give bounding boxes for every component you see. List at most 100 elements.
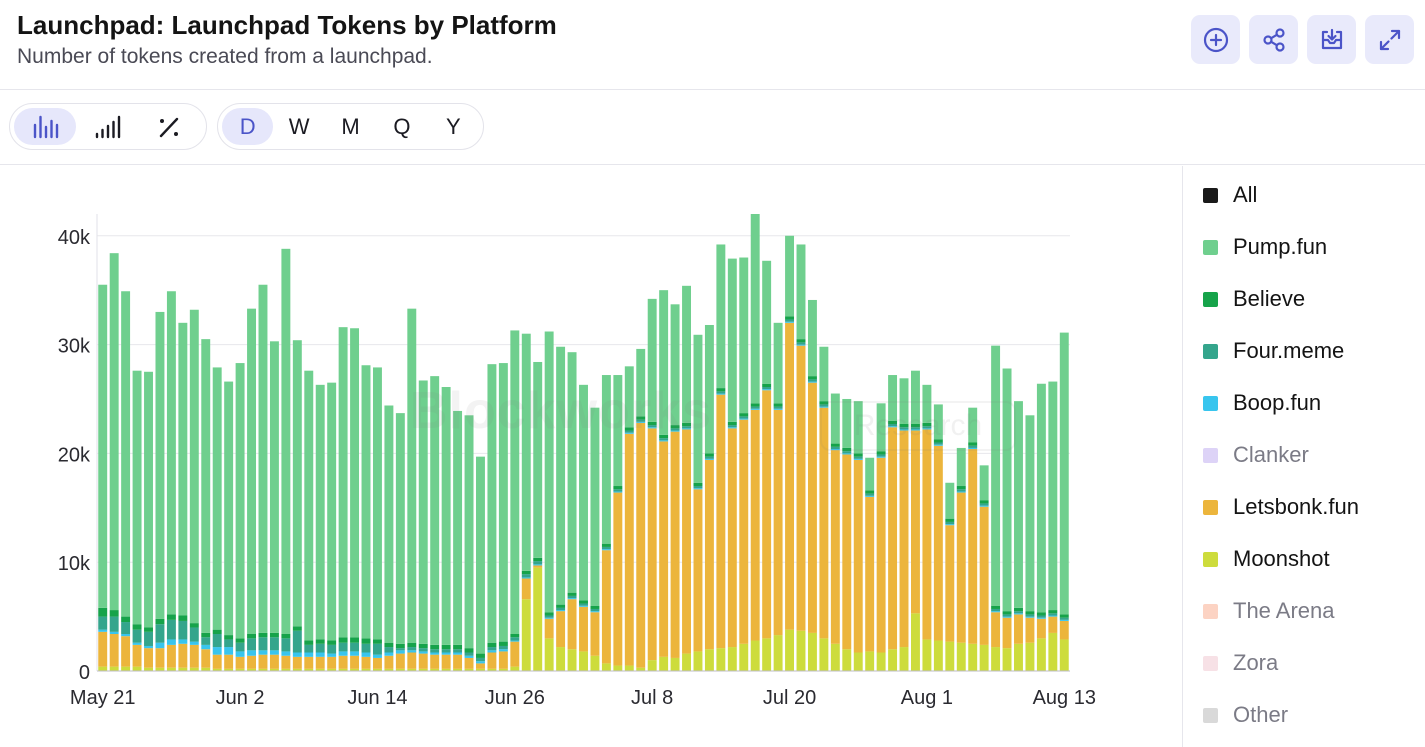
bar-segment-pump-fun[interactable] xyxy=(613,375,623,487)
bar-segment-believe[interactable] xyxy=(292,626,302,631)
bar-stack[interactable] xyxy=(1059,332,1069,671)
bar-segment-boop-fun[interactable] xyxy=(533,564,543,566)
bar-segment-moonshot[interactable] xyxy=(281,668,291,671)
bar-segment-letsbonk-fun[interactable] xyxy=(464,657,474,669)
bar-segment-believe[interactable] xyxy=(762,383,772,387)
bar-stack[interactable] xyxy=(441,387,451,671)
bar-segment-boop-fun[interactable] xyxy=(453,652,463,655)
bar-segment-letsbonk-fun[interactable] xyxy=(384,655,394,669)
bar-segment-moonshot[interactable] xyxy=(693,651,703,671)
bar-segment-believe[interactable] xyxy=(464,648,474,653)
bar-stack[interactable] xyxy=(384,405,394,672)
bar-segment-letsbonk-fun[interactable] xyxy=(670,431,680,658)
bar-segment-four-meme[interactable] xyxy=(166,619,176,640)
bar-segment-pump-fun[interactable] xyxy=(704,324,714,454)
bar-segment-letsbonk-fun[interactable] xyxy=(1059,620,1069,640)
bar-segment-four-meme[interactable] xyxy=(327,644,337,654)
bar-segment-letsbonk-fun[interactable] xyxy=(991,612,1001,648)
bar-segment-four-meme[interactable] xyxy=(647,425,657,428)
bar-segment-boop-fun[interactable] xyxy=(716,393,726,395)
bar-segment-boop-fun[interactable] xyxy=(109,631,119,635)
bar-segment-boop-fun[interactable] xyxy=(556,610,566,612)
bar-segment-moonshot[interactable] xyxy=(121,666,131,671)
bar-segment-boop-fun[interactable] xyxy=(1059,619,1069,621)
bar-segment-believe[interactable] xyxy=(1048,610,1058,614)
bar-segment-letsbonk-fun[interactable] xyxy=(144,648,153,668)
bar-segment-believe[interactable] xyxy=(693,482,703,487)
bar-stack[interactable] xyxy=(292,340,302,671)
bar-segment-boop-fun[interactable] xyxy=(487,650,497,653)
bar-segment-moonshot[interactable] xyxy=(178,667,188,671)
share-button[interactable] xyxy=(1249,15,1298,64)
bar-segment-four-meme[interactable] xyxy=(807,379,817,382)
bar-segment-pump-fun[interactable] xyxy=(899,378,909,424)
bar-segment-letsbonk-fun[interactable] xyxy=(613,492,623,666)
bar-stack[interactable] xyxy=(533,361,543,671)
bar-segment-four-meme[interactable] xyxy=(762,387,772,390)
bar-segment-believe[interactable] xyxy=(842,447,852,452)
bar-segment-boop-fun[interactable] xyxy=(865,495,875,497)
bar-stack[interactable] xyxy=(350,328,360,671)
bar-segment-boop-fun[interactable] xyxy=(464,655,474,658)
bar-chart-button[interactable] xyxy=(14,108,76,145)
bar-segment-boop-fun[interactable] xyxy=(498,649,508,652)
bar-segment-boop-fun[interactable] xyxy=(567,598,577,600)
bar-segment-pump-fun[interactable] xyxy=(372,367,382,640)
bar-segment-moonshot[interactable] xyxy=(315,668,325,671)
bar-segment-believe[interactable] xyxy=(361,638,371,644)
bar-segment-believe[interactable] xyxy=(201,632,211,638)
bar-segment-boop-fun[interactable] xyxy=(796,344,806,346)
bar-segment-four-meme[interactable] xyxy=(727,425,737,428)
bar-stack[interactable] xyxy=(98,284,108,671)
bar-segment-believe[interactable] xyxy=(498,641,508,646)
bar-stack[interactable] xyxy=(979,465,989,671)
bar-segment-pump-fun[interactable] xyxy=(601,375,611,544)
bar-segment-believe[interactable] xyxy=(247,634,256,639)
bar-segment-four-meme[interactable] xyxy=(315,643,325,653)
bar-stack[interactable] xyxy=(269,341,279,671)
bar-segment-letsbonk-fun[interactable] xyxy=(189,644,199,668)
signal-bars-button[interactable] xyxy=(76,108,138,145)
bar-segment-moonshot[interactable] xyxy=(418,668,428,671)
period-m-button[interactable]: M xyxy=(341,113,360,139)
bar-segment-boop-fun[interactable] xyxy=(807,381,817,383)
bar-segment-four-meme[interactable] xyxy=(212,634,222,648)
bar-segment-pump-fun[interactable] xyxy=(350,328,360,638)
bar-segment-believe[interactable] xyxy=(1059,614,1069,618)
bar-segment-pump-fun[interactable] xyxy=(292,340,302,627)
bar-segment-moonshot[interactable] xyxy=(1002,648,1012,671)
bar-segment-letsbonk-fun[interactable] xyxy=(876,457,886,653)
bar-segment-boop-fun[interactable] xyxy=(292,652,302,657)
bar-segment-moonshot[interactable] xyxy=(212,668,222,671)
bar-segment-believe[interactable] xyxy=(865,490,875,494)
bar-segment-four-meme[interactable] xyxy=(510,637,520,641)
bar-segment-pump-fun[interactable] xyxy=(579,384,588,601)
legend-item-moonshot[interactable]: Moonshot xyxy=(1203,544,1330,574)
bar-segment-letsbonk-fun[interactable] xyxy=(624,433,634,666)
bar-stack[interactable] xyxy=(132,370,142,671)
bar-stack[interactable] xyxy=(922,384,932,671)
bar-segment-letsbonk-fun[interactable] xyxy=(567,599,577,650)
bar-segment-pump-fun[interactable] xyxy=(682,285,691,423)
bar-segment-pump-fun[interactable] xyxy=(590,407,600,606)
legend-item-zora[interactable]: Zora xyxy=(1203,648,1278,678)
bar-segment-boop-fun[interactable] xyxy=(956,491,966,493)
bar-stack[interactable] xyxy=(521,333,531,671)
bar-segment-boop-fun[interactable] xyxy=(922,428,932,430)
bar-segment-four-meme[interactable] xyxy=(1059,617,1069,620)
bar-segment-believe[interactable] xyxy=(476,653,485,658)
bar-segment-believe[interactable] xyxy=(945,518,955,522)
bar-segment-four-meme[interactable] xyxy=(579,603,588,606)
bar-stack[interactable] xyxy=(693,334,703,671)
bar-segment-boop-fun[interactable] xyxy=(704,458,714,460)
bar-stack[interactable] xyxy=(338,327,348,671)
bar-segment-moonshot[interactable] xyxy=(601,663,611,671)
bar-stack[interactable] xyxy=(636,348,646,671)
bar-stack[interactable] xyxy=(945,482,955,671)
bar-segment-pump-fun[interactable] xyxy=(189,309,199,624)
bar-segment-pump-fun[interactable] xyxy=(315,384,325,640)
bar-segment-letsbonk-fun[interactable] xyxy=(418,653,428,669)
bar-segment-pump-fun[interactable] xyxy=(956,447,966,487)
bar-segment-four-meme[interactable] xyxy=(350,642,360,652)
bar-segment-boop-fun[interactable] xyxy=(258,650,268,655)
